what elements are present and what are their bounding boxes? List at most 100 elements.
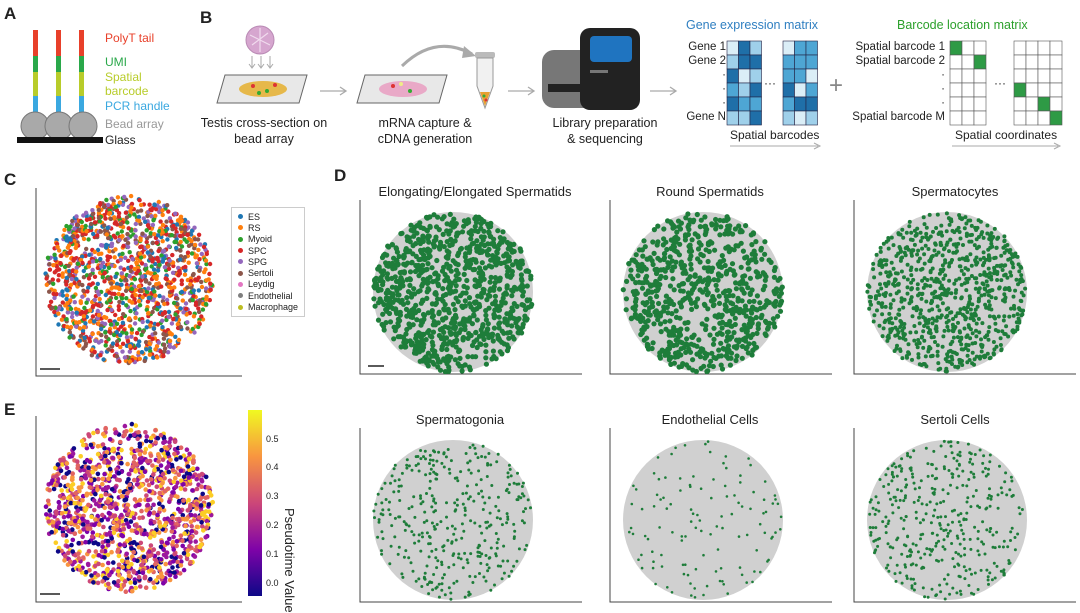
spot (157, 294, 161, 298)
spot (466, 558, 469, 561)
spot (448, 468, 451, 471)
spot (913, 501, 916, 504)
spot (985, 224, 989, 228)
spot (947, 573, 950, 576)
legend-marker (238, 282, 243, 287)
spot (119, 258, 123, 262)
spot (943, 467, 946, 470)
spot (422, 455, 425, 458)
spot (117, 317, 121, 321)
spot (469, 552, 472, 555)
spot (893, 462, 896, 465)
spot (950, 258, 954, 262)
spot (689, 484, 692, 487)
spot (912, 542, 915, 545)
spot (903, 332, 907, 336)
spot (880, 301, 884, 305)
spot (508, 313, 513, 318)
spot (380, 549, 383, 552)
spot (457, 348, 462, 353)
spot (105, 232, 109, 236)
spot (952, 336, 956, 340)
spot (653, 472, 656, 475)
spot (887, 520, 890, 523)
spot (959, 342, 963, 346)
spot (415, 263, 420, 268)
spot (454, 221, 459, 226)
spot (683, 234, 688, 239)
spot (432, 573, 435, 576)
spot (178, 306, 182, 310)
spot (702, 214, 707, 219)
spot (943, 246, 947, 250)
matrix-cell (1014, 41, 1026, 55)
spot (436, 523, 439, 526)
spot (935, 477, 938, 480)
spot (513, 530, 516, 533)
spot (654, 308, 659, 313)
spot (373, 281, 378, 286)
spot (74, 324, 78, 328)
spot (125, 215, 129, 219)
spot (1002, 314, 1006, 318)
spot (887, 483, 890, 486)
spot (946, 535, 949, 538)
spot (903, 298, 907, 302)
spot (773, 265, 778, 270)
legend-item: RS (238, 222, 298, 233)
spot (941, 334, 945, 338)
spot (672, 361, 677, 366)
spot (763, 498, 766, 501)
spot (143, 359, 147, 363)
spot (676, 350, 681, 355)
spot (988, 487, 991, 490)
spot (663, 275, 668, 280)
spot (995, 237, 999, 241)
spot (99, 252, 103, 256)
spot (391, 336, 396, 341)
spot (652, 567, 655, 570)
spot (1003, 286, 1007, 290)
spot (456, 250, 461, 255)
spot (173, 312, 177, 316)
spot (955, 591, 958, 594)
spot (700, 321, 705, 326)
spot (394, 279, 399, 284)
spot (984, 306, 988, 310)
spot (1011, 527, 1014, 530)
spot (743, 223, 748, 228)
spot (765, 327, 770, 332)
barcode-row-label: Spatial barcode M (845, 110, 945, 124)
spot (734, 308, 739, 313)
spot (418, 533, 421, 536)
spot (733, 358, 738, 363)
spot (975, 281, 979, 285)
matrix-cell (1014, 69, 1026, 83)
matrix-cell (962, 55, 974, 69)
spot (895, 580, 898, 583)
spot (871, 262, 875, 266)
matrix-cell (974, 41, 986, 55)
spot (931, 267, 935, 271)
spot (739, 474, 742, 477)
spot (441, 582, 444, 585)
spot (498, 235, 503, 240)
spot (978, 286, 982, 290)
spot (479, 221, 484, 226)
matrix-cell (750, 41, 762, 55)
spot (495, 532, 498, 535)
spot (82, 314, 86, 318)
spot (932, 514, 935, 517)
spot (396, 334, 401, 339)
spot (934, 277, 938, 281)
spot (879, 246, 883, 250)
spot (759, 523, 762, 526)
matrix-cell (1050, 111, 1062, 125)
spot (959, 543, 962, 546)
spot (910, 469, 913, 472)
spot (435, 473, 438, 476)
spot (1007, 315, 1011, 319)
spot (201, 307, 205, 311)
spot (933, 340, 937, 344)
spot (635, 488, 638, 491)
